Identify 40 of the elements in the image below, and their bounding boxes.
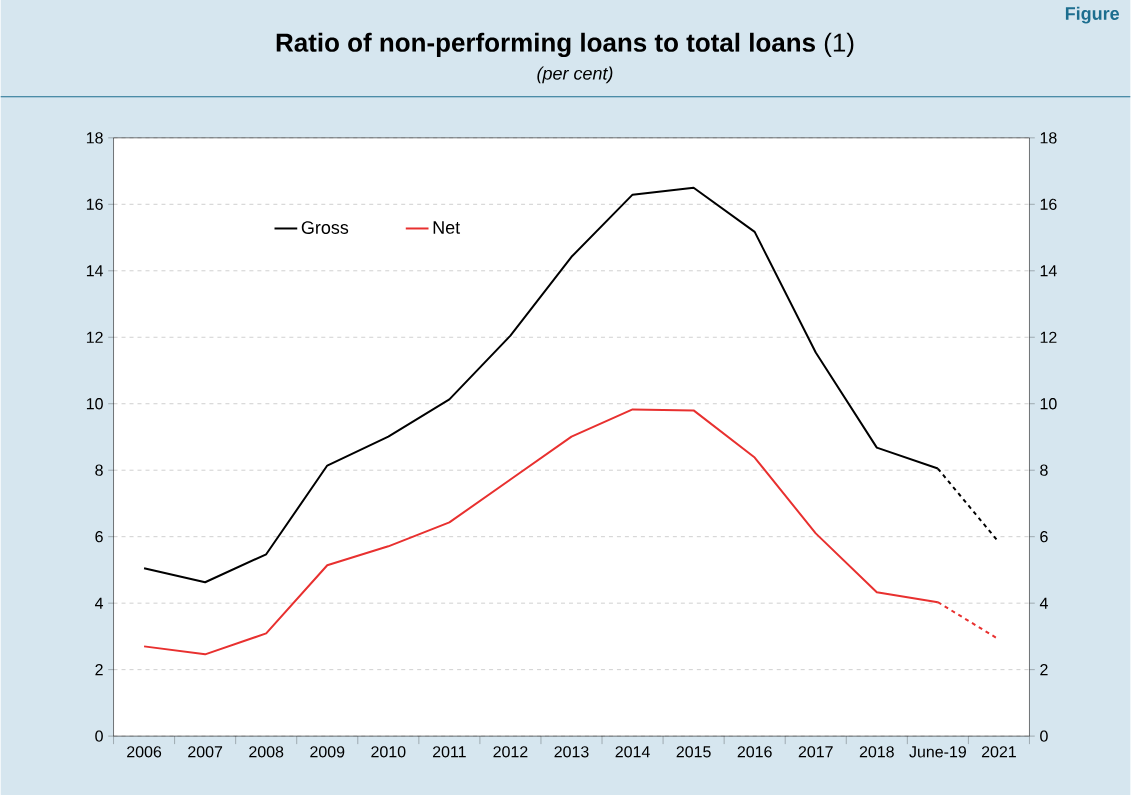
- y-tick-label: 14: [86, 265, 104, 277]
- x-tick-label: 2006: [127, 746, 162, 758]
- y-tick-label: 4: [95, 597, 104, 609]
- y2-tick-label: 14: [1040, 265, 1057, 277]
- x-tick-label: 2014: [615, 746, 650, 758]
- x-tick-label: 2021: [981, 746, 1016, 758]
- x-tick-label: 2017: [798, 746, 833, 758]
- x-tick-label: 2013: [554, 746, 589, 758]
- x-tick-label: 2011: [432, 746, 466, 758]
- legend-label: Net: [433, 221, 461, 234]
- y2-tick-label: 18: [1040, 132, 1057, 144]
- x-tick-label: 2008: [249, 746, 284, 758]
- x-tick-label: 2012: [493, 746, 528, 758]
- y2-tick-label: 0: [1040, 730, 1048, 742]
- y-tick-label: 16: [86, 198, 103, 210]
- y-tick-label: 12: [86, 331, 103, 343]
- x-tick-label: 2007: [188, 746, 223, 758]
- y2-tick-label: 2: [1040, 664, 1048, 676]
- chart-title: Ratio of non-performing loans to total loans (1): [276, 32, 854, 58]
- y-tick-label: 8: [95, 464, 103, 476]
- chart-subtitle: (per cent): [537, 66, 613, 84]
- x-tick-label: June-19: [909, 746, 966, 758]
- y2-tick-label: 12: [1040, 331, 1057, 343]
- x-tick-label: 2016: [737, 746, 772, 758]
- legend-label: Gross: [301, 221, 349, 234]
- y2-tick-label: 6: [1040, 531, 1048, 543]
- y2-tick-label: 8: [1040, 464, 1048, 476]
- y2-tick-label: 16: [1040, 198, 1057, 210]
- x-tick-label: 2018: [859, 746, 894, 758]
- y-tick-label: 6: [95, 531, 103, 543]
- x-tick-label: 2015: [676, 746, 711, 758]
- y-tick-label: 10: [86, 398, 103, 410]
- y-tick-label: 0: [95, 730, 103, 742]
- y2-tick-label: 10: [1040, 398, 1057, 410]
- y-tick-label: 18: [86, 132, 103, 144]
- x-tick-label: 2009: [310, 746, 345, 758]
- y2-tick-label: 4: [1039, 597, 1048, 609]
- y-tick-label: 2: [95, 664, 103, 676]
- text: Figure: [1065, 6, 1120, 24]
- x-tick-label: 2010: [371, 746, 406, 758]
